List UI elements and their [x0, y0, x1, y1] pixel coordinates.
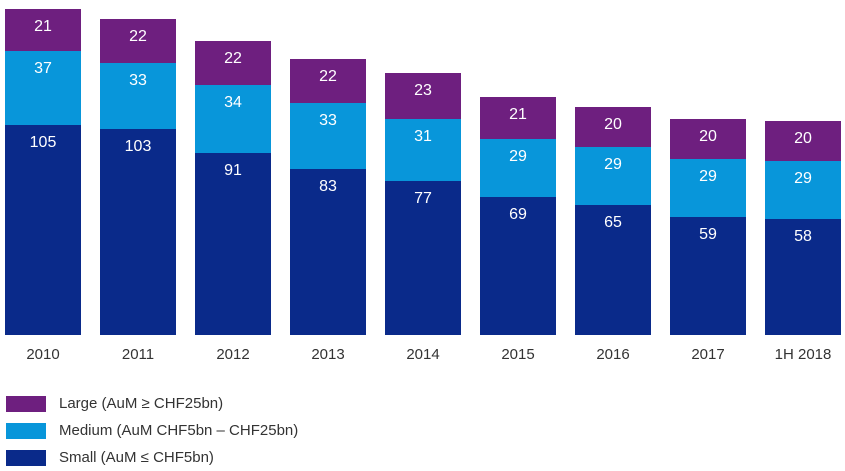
data-label-2-7: 20	[699, 128, 717, 145]
data-label-1-6: 29	[604, 156, 622, 173]
stacked-bar-chart: 105 37 21 103 33 22 91 34 22 83 33 22 77 31 23 69 29 21 65…	[5, 9, 841, 363]
data-label-2-8: 20	[794, 130, 812, 147]
data-label-1-1: 33	[129, 72, 147, 89]
bar-segment-0-5	[480, 197, 556, 335]
x-axis-tick-labels: 2010 2011 2012 2013 2014 2015 2016 2017 1H 2018	[26, 346, 831, 363]
x-tick-label-6: 2016	[596, 346, 629, 363]
x-tick-label-8: 1H 2018	[775, 346, 832, 363]
bar-segment-1-8	[765, 161, 841, 219]
bar-segment-1-0	[5, 51, 81, 125]
bar-segment-2-5	[480, 97, 556, 139]
bar-segment-1-2	[195, 85, 271, 153]
data-label-2-4: 23	[414, 82, 432, 99]
bar-segment-1-5	[480, 139, 556, 197]
bar-segment-2-7	[670, 119, 746, 159]
x-tick-label-0: 2010	[26, 346, 59, 363]
data-label-0-4: 77	[414, 190, 432, 207]
bar-segment-0-7	[670, 217, 746, 335]
data-label-1-2: 34	[224, 94, 242, 111]
bar-segment-1-6	[575, 147, 651, 205]
data-label-1-7: 29	[699, 168, 717, 185]
data-label-2-2: 22	[224, 50, 242, 67]
bar-segment-2-6	[575, 107, 651, 147]
bar-segment-0-3	[290, 169, 366, 335]
data-label-0-0: 105	[30, 134, 57, 151]
bar-segment-1-7	[670, 159, 746, 217]
bar-segment-2-8	[765, 121, 841, 161]
legend-label-2: Large (AuM ≥ CHF25bn)	[59, 395, 224, 412]
data-label-1-4: 31	[414, 128, 432, 145]
data-label-1-8: 29	[794, 170, 812, 187]
data-label-2-0: 21	[34, 18, 52, 35]
legend-label-1: Medium (AuM CHF5bn – CHF25bn)	[59, 422, 299, 439]
legend-swatch-0	[6, 449, 46, 466]
data-labels: 105 37 21 103 33 22 91 34 22 83 33 22 77 31 23 69 29 21 65…	[30, 18, 812, 245]
legend-label-0: Small (AuM ≤ CHF5bn)	[59, 449, 214, 466]
bar-segment-0-1	[100, 129, 176, 335]
bar-segment-2-3	[290, 59, 366, 103]
x-tick-label-5: 2015	[501, 346, 534, 363]
bar-segments	[5, 9, 841, 335]
bar-segment-1-3	[290, 103, 366, 169]
x-tick-label-2: 2012	[216, 346, 249, 363]
bar-segment-2-1	[100, 19, 176, 63]
data-label-2-6: 20	[604, 116, 622, 133]
data-label-1-0: 37	[34, 60, 52, 77]
data-label-2-5: 21	[509, 106, 527, 123]
data-label-1-5: 29	[509, 148, 527, 165]
x-tick-label-1: 2011	[122, 346, 154, 363]
bar-segment-2-4	[385, 73, 461, 119]
data-label-1-3: 33	[319, 112, 337, 129]
bar-segment-0-4	[385, 181, 461, 335]
bar-segment-2-0	[5, 9, 81, 51]
legend: Large (AuM ≥ CHF25bn) Medium (AuM CHF5bn …	[6, 390, 298, 471]
bar-segment-1-4	[385, 119, 461, 181]
x-tick-label-4: 2014	[406, 346, 439, 363]
data-label-0-7: 59	[699, 226, 717, 243]
data-label-0-3: 83	[319, 178, 337, 195]
bar-segment-1-1	[100, 63, 176, 129]
data-label-0-5: 69	[509, 206, 527, 223]
data-label-0-1: 103	[125, 138, 152, 155]
bar-segment-2-2	[195, 41, 271, 85]
bar-segment-0-8	[765, 219, 841, 335]
data-label-0-6: 65	[604, 214, 622, 231]
legend-item-0: Small (AuM ≤ CHF5bn)	[6, 444, 298, 471]
data-label-2-3: 22	[319, 68, 337, 85]
legend-swatch-1	[6, 422, 46, 439]
legend-item-1: Medium (AuM CHF5bn – CHF25bn)	[6, 417, 298, 444]
bar-segment-0-2	[195, 153, 271, 335]
data-label-0-2: 91	[224, 162, 242, 179]
bar-segment-0-6	[575, 205, 651, 335]
x-tick-label-7: 2017	[691, 346, 724, 363]
legend-swatch-2	[6, 395, 46, 412]
data-label-0-8: 58	[794, 228, 812, 245]
data-label-2-1: 22	[129, 28, 147, 45]
x-tick-label-3: 2013	[311, 346, 344, 363]
bar-segment-0-0	[5, 125, 81, 335]
legend-item-2: Large (AuM ≥ CHF25bn)	[6, 390, 298, 417]
